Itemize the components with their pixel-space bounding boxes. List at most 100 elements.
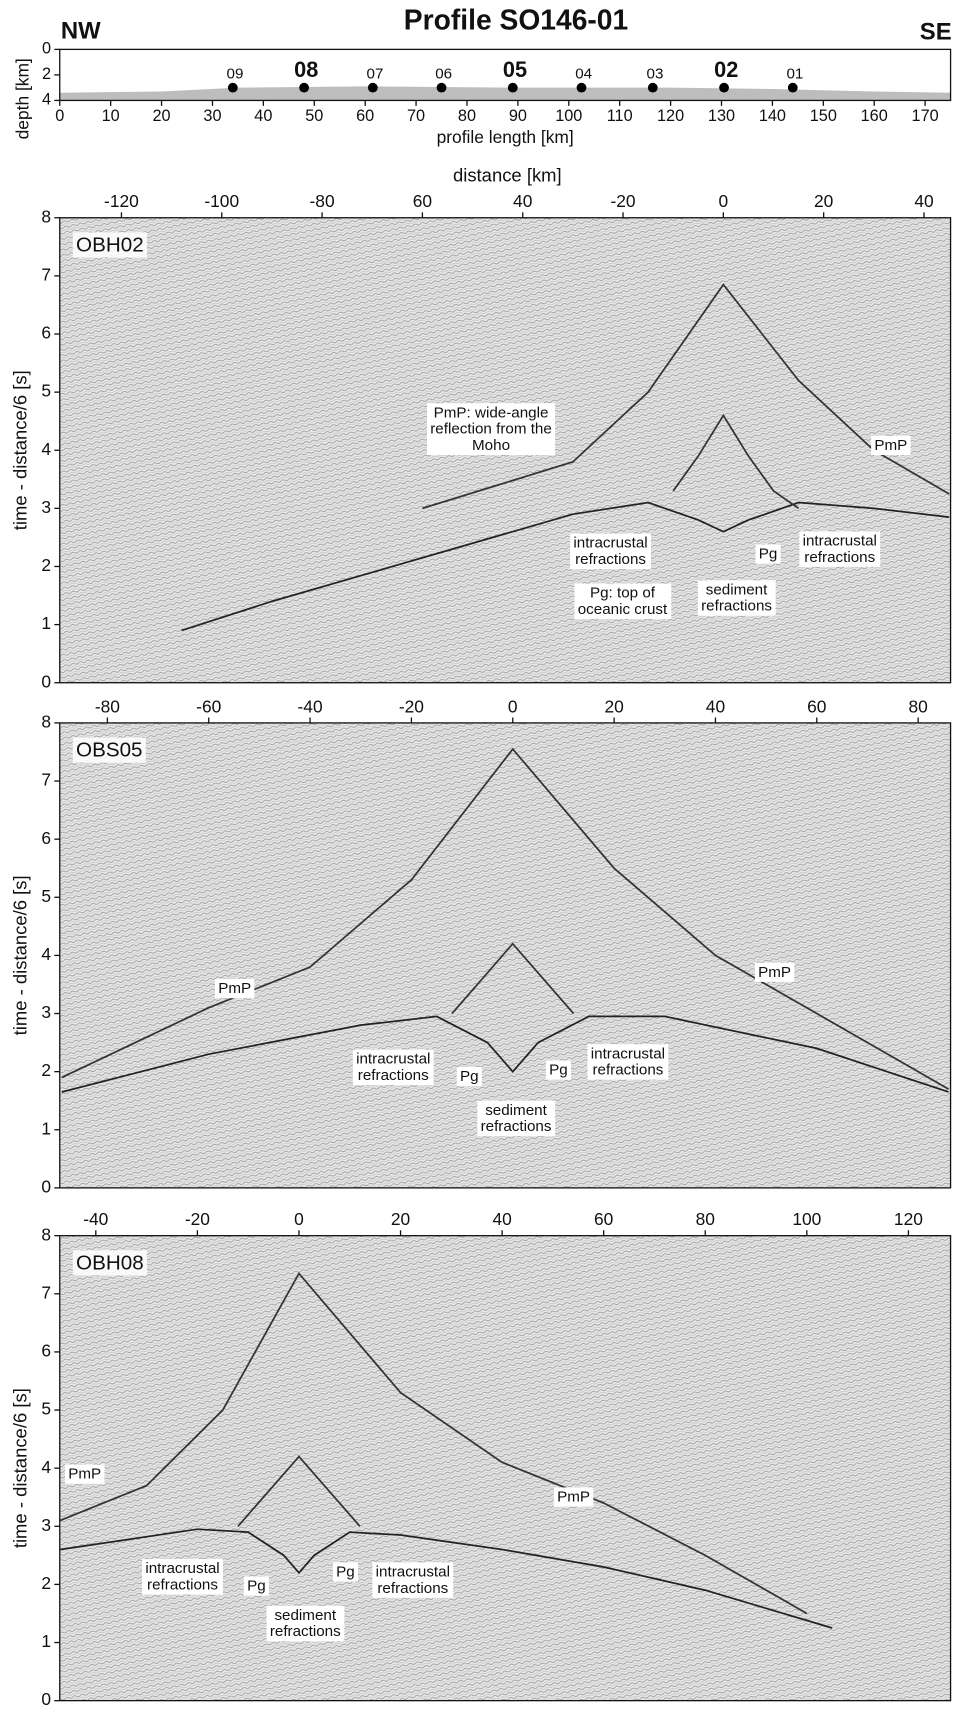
annotation-box <box>332 1562 359 1582</box>
annotation-box <box>587 1044 669 1080</box>
annotation-text: refractions <box>481 1118 552 1135</box>
annotation-text: PmP <box>68 1466 101 1483</box>
x-tick-label: 110 <box>607 107 633 125</box>
annotation-text: PmP: wide-angle <box>434 404 549 421</box>
x-tick-label: 20 <box>152 107 170 125</box>
annotation-text: reflection from the <box>430 421 552 438</box>
right-label: SE <box>920 18 952 45</box>
annotation-text: refractions <box>270 1623 341 1640</box>
annotation-text: intracrustal <box>376 1563 450 1580</box>
y-tick-label: 2 <box>42 65 51 83</box>
y-tick-label: 4 <box>41 944 51 964</box>
left-label: NW <box>61 17 101 44</box>
annotation-text: refractions <box>358 1067 429 1084</box>
annotation-box <box>697 580 776 616</box>
x-tick-label: 170 <box>912 107 939 125</box>
x-axis-title: profile length [km] <box>437 127 574 147</box>
annotation-text: Pg <box>336 1563 355 1580</box>
y-tick-label: 5 <box>41 886 51 906</box>
annotation-box <box>477 1100 556 1137</box>
y-tick-label: 8 <box>41 1224 51 1244</box>
y-tick-label: 0 <box>41 1176 51 1196</box>
station-label: 06 <box>435 66 452 83</box>
annotation-box <box>570 533 651 570</box>
annotation: PmP <box>553 1487 594 1507</box>
y-tick-label: 1 <box>41 1118 51 1138</box>
annotation-text: PmP <box>557 1489 590 1506</box>
annotation-text: sediment <box>706 581 768 598</box>
x-tick-label: 0 <box>508 696 518 716</box>
y-tick-label: 8 <box>41 206 51 226</box>
traveltime-curve <box>59 1271 808 1615</box>
annotation: Pg <box>243 1576 269 1596</box>
y-tick-label: 2 <box>41 1573 51 1593</box>
annotation: PmP <box>214 979 255 999</box>
panel-label: OBS05 <box>76 739 142 762</box>
panel-label-box <box>72 1250 147 1276</box>
x-tick-label: 40 <box>706 696 725 716</box>
x-tick-label: -60 <box>196 696 221 716</box>
annotation-box <box>755 544 781 564</box>
annotation-text: sediment <box>485 1102 547 1119</box>
annotation: Pg <box>545 1060 571 1080</box>
y-tick-label: 7 <box>41 264 51 284</box>
y-axis-title: depth [km] <box>12 58 32 139</box>
annotation-box <box>142 1559 223 1595</box>
x-tick-label: 100 <box>792 1209 821 1229</box>
station <box>367 82 378 93</box>
annotation-box <box>352 1049 434 1086</box>
y-tick-label: 7 <box>41 1282 51 1302</box>
x-tick-label: -80 <box>95 696 120 716</box>
annotation-text: refractions <box>575 551 646 568</box>
y-tick-label: 0 <box>42 40 51 58</box>
y-tick-label: 1 <box>41 613 51 633</box>
y-axis-title: time - distance/6 [s] <box>10 875 31 1035</box>
annotation-text: intracrustal <box>356 1051 430 1068</box>
annotation-box <box>456 1067 482 1087</box>
annotation-text: refractions <box>592 1062 663 1079</box>
x-tick-label: 120 <box>657 107 684 125</box>
annotation-text: intracrustal <box>803 533 877 550</box>
annotation-text: PmP <box>218 980 251 997</box>
x-tick-label: 70 <box>407 107 425 125</box>
station <box>227 82 238 93</box>
y-tick-label: 3 <box>41 1002 51 1022</box>
annotation-text: refractions <box>701 598 772 615</box>
traveltime-curve <box>672 413 800 510</box>
station <box>719 82 729 93</box>
annotation: Pg <box>332 1562 359 1582</box>
y-tick-label: 4 <box>41 1457 51 1477</box>
y-tick-label: 7 <box>41 770 51 790</box>
annotation-box <box>214 979 255 999</box>
station-label: 07 <box>367 66 384 83</box>
x-tick-label: 40 <box>513 191 532 211</box>
y-axis-title: time - distance/6 [s] <box>10 370 31 530</box>
y-tick-label: 8 <box>41 712 51 732</box>
y-tick-label: 3 <box>41 1515 51 1535</box>
annotation-box <box>372 1562 454 1598</box>
x-tick-label: 160 <box>861 107 888 125</box>
annotation-box <box>799 531 881 567</box>
y-axis-title: time - distance/6 [s] <box>10 1388 31 1548</box>
y-tick-label: 2 <box>41 1060 51 1080</box>
y-tick-label: 6 <box>41 323 51 343</box>
panel-label-box <box>72 232 147 258</box>
x-tick-label: 60 <box>413 191 432 211</box>
x-tick-label: 20 <box>814 191 833 211</box>
traveltime-curve <box>422 283 950 510</box>
x-tick-label: -40 <box>83 1209 108 1229</box>
annotation: Pg <box>456 1067 482 1087</box>
x-tick-label: 90 <box>509 107 527 125</box>
x-tick-label: 100 <box>555 107 582 125</box>
y-tick-label: 0 <box>41 1689 51 1709</box>
annotation-box <box>553 1487 594 1507</box>
y-tick-label: 0 <box>41 671 51 691</box>
annotation-box <box>754 962 795 982</box>
x-tick-label: 120 <box>894 1209 923 1229</box>
y-tick-label: 5 <box>41 1399 51 1419</box>
